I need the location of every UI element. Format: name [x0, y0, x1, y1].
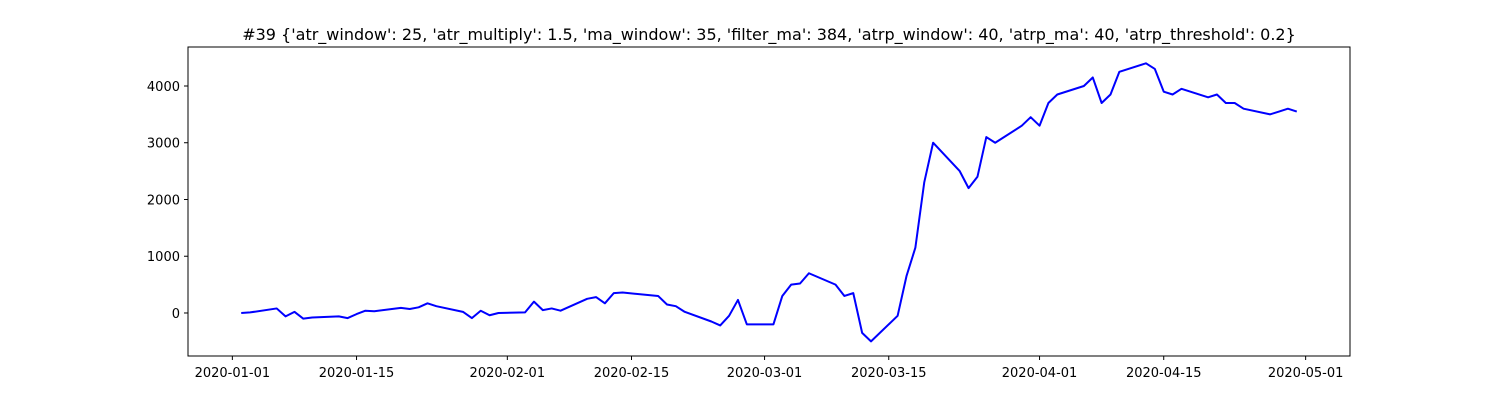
x-tick-label: 2020-02-15: [594, 366, 670, 381]
x-tick-label: 2020-04-01: [1002, 366, 1078, 381]
y-tick-label: 4000: [147, 80, 180, 95]
data-line: [241, 62, 1298, 343]
x-tick-label: 2020-01-01: [195, 366, 271, 381]
plot-frame: [187, 46, 1351, 357]
x-tick-label: 2020-03-01: [727, 366, 803, 381]
y-tick-label: 2000: [147, 193, 180, 208]
chart-title: #39 {'atr_window': 25, 'atr_multiply': 1…: [242, 25, 1296, 45]
y-tick-label: 1000: [147, 250, 180, 265]
x-tick-label: 2020-04-15: [1126, 366, 1202, 381]
x-tick-label: 2020-02-01: [470, 366, 546, 381]
y-tick-label: 0: [172, 307, 180, 322]
y-tick-label: 3000: [147, 137, 180, 152]
x-tick-label: 2020-03-15: [851, 366, 927, 381]
x-tick-label: 2020-05-01: [1268, 366, 1344, 381]
x-tick-label: 2020-01-15: [319, 366, 395, 381]
